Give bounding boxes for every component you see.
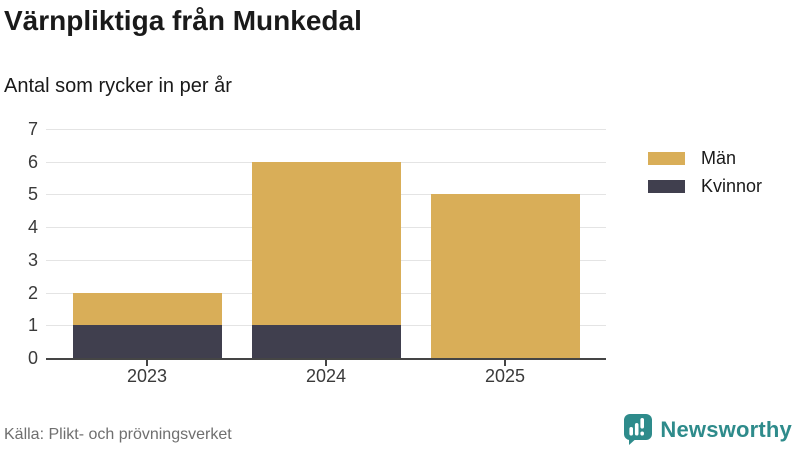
- y-tick-label: 5: [27, 184, 38, 205]
- page-title: Värnpliktiga från Munkedal: [4, 5, 362, 36]
- legend-label-kvinnor: Kvinnor: [701, 175, 763, 196]
- y-tick-label: 6: [27, 151, 38, 172]
- y-tick-label: 4: [27, 217, 38, 238]
- x-tick-2025: [504, 360, 506, 366]
- x-tick-2024: [325, 360, 327, 366]
- legend: Män Kvinnor: [648, 144, 762, 200]
- source-caption: Källa: Plikt- och prövningsverket: [4, 426, 232, 443]
- legend-item-kvinnor: Kvinnor: [648, 172, 762, 200]
- bar-2024-män: [251, 161, 401, 326]
- legend-label-män: Män: [701, 147, 737, 168]
- legend-item-män: Män: [648, 144, 762, 172]
- legend-swatch-kvinnor: [648, 179, 685, 193]
- brand-logo: Newsworthy: [624, 414, 792, 445]
- y-tick-label: 0: [27, 348, 38, 368]
- y-tick-label: 2: [27, 282, 38, 303]
- x-tick-label-2025: 2025: [484, 366, 526, 386]
- gridline-y7: [46, 129, 606, 130]
- chart-subtitle: Antal som rycker in per år: [4, 75, 232, 97]
- x-tick-label-2024: 2024: [305, 366, 347, 386]
- brand-name: Newsworthy: [660, 416, 792, 442]
- y-tick-label: 3: [27, 249, 38, 270]
- newsworthy-bar-chart-bubble-icon: [624, 414, 653, 445]
- plot-area: [46, 129, 606, 360]
- bar-2025-män: [430, 194, 580, 358]
- legend-swatch-män: [648, 151, 685, 165]
- y-tick-label: 1: [27, 315, 38, 336]
- x-tick-2023: [146, 360, 148, 366]
- bar-2024-kvinnor: [251, 325, 401, 358]
- bar-2023-män: [72, 292, 222, 326]
- x-tick-label-2023: 2023: [126, 366, 168, 386]
- bar-2023-kvinnor: [72, 325, 222, 358]
- y-tick-label: 7: [27, 119, 38, 139]
